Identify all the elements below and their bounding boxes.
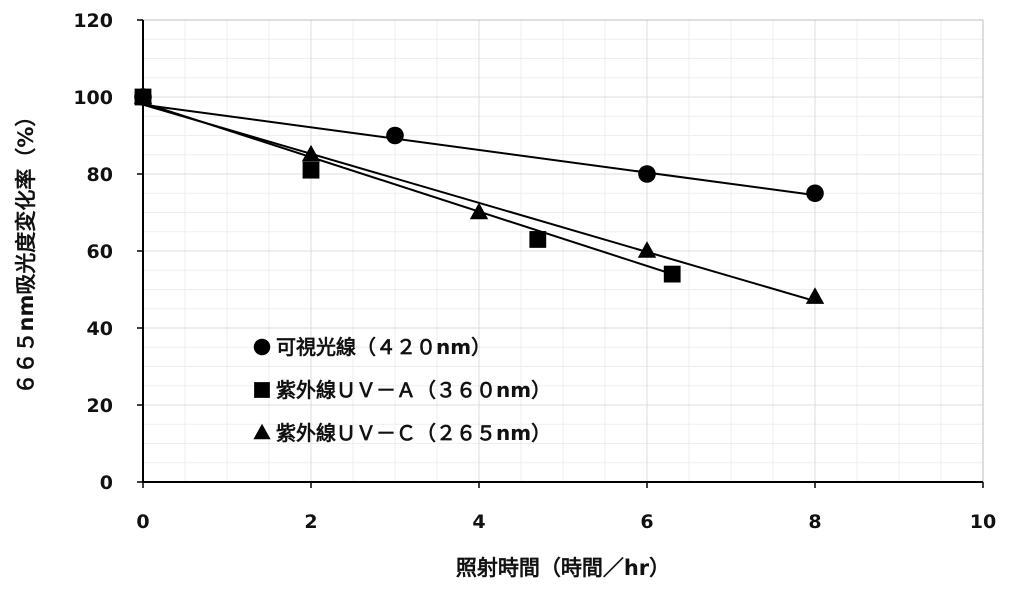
grid [142, 19, 984, 483]
data-point-triangle [637, 241, 657, 258]
data-point-square [302, 161, 320, 179]
y-axis-title: ６６５nm吸光度変化率（%） [14, 106, 38, 395]
data-point-triangle [805, 287, 825, 304]
y-tick-label: 20 [87, 395, 113, 417]
data-markers [133, 87, 825, 304]
y-tick-label: 60 [87, 241, 113, 263]
y-tick-label: 100 [73, 87, 113, 109]
data-point-circle [638, 165, 656, 183]
y-tick-label: 80 [87, 164, 113, 186]
data-point-triangle [133, 87, 153, 104]
legend-marker-circle [253, 338, 271, 356]
x-tick-label: 4 [472, 511, 485, 533]
x-tick-label: 0 [136, 511, 149, 533]
x-tick-label: 10 [970, 511, 996, 533]
data-point-circle [386, 126, 404, 145]
legend-label: 可視光線（４２０nm） [276, 335, 491, 359]
y-tick-label: 0 [100, 472, 113, 494]
data-point-square [529, 231, 547, 248]
y-tick-label: 40 [87, 318, 113, 340]
data-point-circle [806, 184, 824, 203]
trendline-series-1 [142, 103, 816, 197]
axes [137, 19, 984, 488]
legend-label: 紫外線ＵＶ－Ｃ（２６５nm） [276, 421, 551, 445]
legend-label: 紫外線ＵＶ－Ａ（３６０nm） [276, 378, 551, 402]
legend: 可視光線（４２０nm） 紫外線ＵＶ－Ａ（３６０nm） 紫外線ＵＶ－Ｃ（２６５nm） [253, 335, 551, 445]
data-point-triangle [469, 202, 489, 220]
legend-marker-triangle [253, 423, 271, 440]
legend-marker-square [254, 382, 270, 398]
x-tick-label: 6 [640, 511, 653, 533]
data-point-triangle [301, 144, 321, 162]
y-tick-label: 120 [73, 10, 113, 32]
x-tick-label: 8 [808, 511, 821, 533]
x-axis-title: 照射時間（時間／hr） [456, 556, 670, 580]
x-tick-label: 2 [304, 511, 317, 533]
data-point-square [663, 265, 681, 283]
